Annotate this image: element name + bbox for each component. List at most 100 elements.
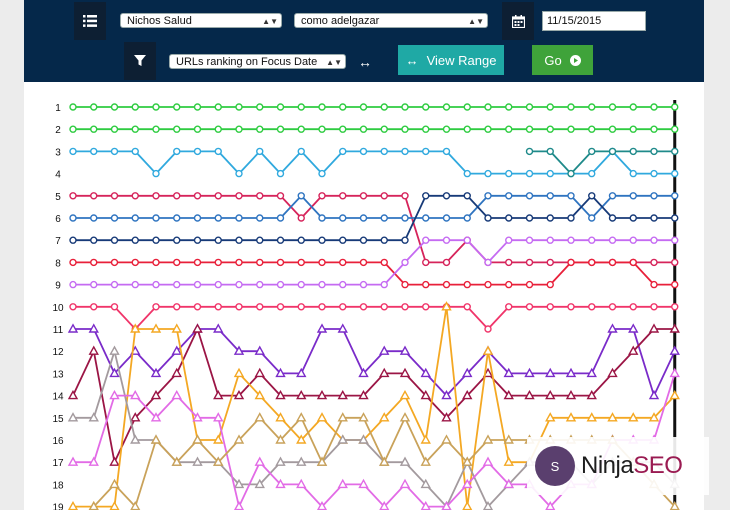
data-point (420, 478, 431, 489)
data-point (629, 214, 637, 222)
data-point (173, 258, 181, 267)
data-point (463, 169, 471, 178)
data-point (150, 412, 162, 422)
data-point (193, 258, 202, 267)
data-point (193, 236, 202, 244)
data-point (505, 214, 513, 222)
data-point (90, 258, 98, 267)
data-point (213, 412, 224, 422)
data-point (671, 258, 679, 267)
data-point (484, 125, 492, 133)
data-point (233, 478, 245, 489)
horizontal-arrows-icon: ↔ (358, 54, 372, 70)
data-point (256, 147, 264, 156)
niche-select[interactable]: Nichos Salud ▲▼ (120, 13, 282, 28)
data-point (193, 192, 202, 200)
data-point (110, 236, 119, 244)
data-point (214, 303, 222, 311)
data-point (588, 192, 596, 200)
data-point (671, 147, 679, 156)
data-point (90, 214, 98, 222)
data-point (131, 258, 139, 267)
data-point (275, 434, 286, 444)
data-point (337, 412, 348, 422)
data-point (296, 367, 307, 378)
series-line (73, 194, 675, 264)
data-point (546, 280, 554, 289)
data-point (276, 169, 285, 178)
data-point (420, 456, 431, 466)
data-point (650, 169, 658, 178)
data-point (380, 258, 388, 267)
data-point (359, 147, 368, 156)
logo-text: NinjaSEO (581, 452, 683, 480)
data-point (131, 147, 139, 156)
data-point (546, 147, 554, 156)
data-point (152, 303, 160, 311)
data-point (316, 389, 328, 400)
data-point (629, 258, 637, 267)
data-point (546, 125, 554, 133)
data-point (296, 456, 307, 466)
data-point (545, 389, 556, 400)
data-point (275, 367, 286, 378)
data-point (401, 125, 409, 133)
data-point (69, 280, 77, 289)
data-point (567, 192, 575, 200)
y-tick-label: 17 (52, 458, 64, 469)
data-point (629, 192, 637, 200)
view-range-button[interactable]: ↔ View Range (398, 45, 504, 75)
y-tick-label: 14 (52, 392, 64, 403)
data-point (171, 323, 182, 333)
data-point (401, 192, 409, 200)
data-point (337, 434, 348, 444)
data-point (318, 236, 326, 244)
data-point (235, 280, 243, 289)
data-point (256, 280, 264, 289)
data-point (213, 323, 224, 333)
keyword-select[interactable]: como adelgazar ▲▼ (294, 13, 488, 28)
calendar-icon[interactable] (502, 2, 534, 40)
go-button[interactable]: Go (532, 45, 593, 75)
data-point (276, 214, 285, 222)
y-tick-label: 1 (55, 103, 61, 114)
data-point (588, 125, 596, 133)
chevron-updown-icon: ▲▼ (262, 17, 278, 26)
data-point (399, 456, 411, 466)
data-point (650, 103, 658, 111)
ranking-mode-select[interactable]: URLs ranking on Focus Date ▲▼ (169, 54, 346, 69)
data-point (214, 236, 222, 244)
data-point (90, 303, 98, 311)
data-point (671, 236, 679, 244)
data-point (567, 169, 575, 178)
data-point (671, 303, 679, 311)
data-point (109, 456, 120, 466)
toolbar: Nichos Salud ▲▼ como adelgazar ▲▼ 11/15/20… (24, 0, 704, 82)
data-point (69, 258, 77, 267)
y-tick-label: 4 (55, 170, 61, 181)
data-point (650, 192, 658, 200)
focus-date-input[interactable]: 11/15/2015 (542, 11, 646, 31)
list-icon[interactable] (74, 2, 106, 40)
data-point (90, 236, 98, 244)
data-point (588, 147, 596, 156)
data-point (110, 103, 119, 111)
data-point (152, 214, 160, 222)
data-point (131, 192, 139, 200)
data-point (337, 323, 348, 333)
data-point (441, 389, 452, 400)
series-line (73, 194, 675, 219)
filter-icon[interactable] (124, 42, 156, 80)
data-point (628, 412, 639, 422)
data-point (297, 147, 305, 156)
y-tick-label: 9 (55, 281, 61, 292)
data-point (318, 125, 326, 133)
data-point (318, 258, 326, 267)
data-point (503, 456, 514, 466)
data-point (629, 103, 637, 111)
data-point (235, 303, 243, 311)
data-point (505, 303, 513, 311)
data-point (482, 434, 494, 444)
data-point (669, 345, 680, 355)
data-point (525, 125, 534, 133)
